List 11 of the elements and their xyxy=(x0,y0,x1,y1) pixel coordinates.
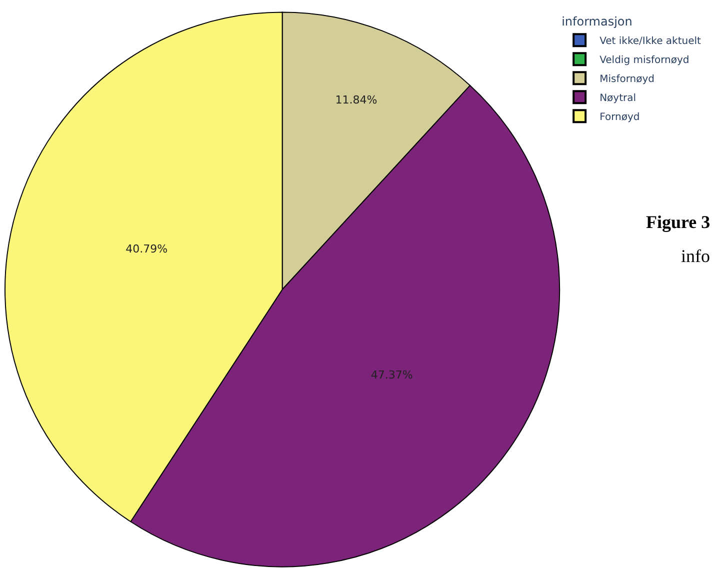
legend-label: Fornøyd xyxy=(600,112,640,123)
data-label: 40.79% xyxy=(126,242,168,256)
legend-label: Veldig misfornøyd xyxy=(600,55,690,66)
legend-label: Nøytral xyxy=(600,93,636,104)
text: info xyxy=(681,246,710,266)
data-label: 47.37% xyxy=(370,368,413,382)
legend-title: informasjon xyxy=(562,14,632,29)
legend-label: Vet ikke/Ikke aktuelt xyxy=(600,36,702,47)
data-label: 11.84% xyxy=(335,94,378,107)
caption: Figure 3 xyxy=(646,212,710,232)
legend-label: Misfornøyd xyxy=(600,74,654,85)
